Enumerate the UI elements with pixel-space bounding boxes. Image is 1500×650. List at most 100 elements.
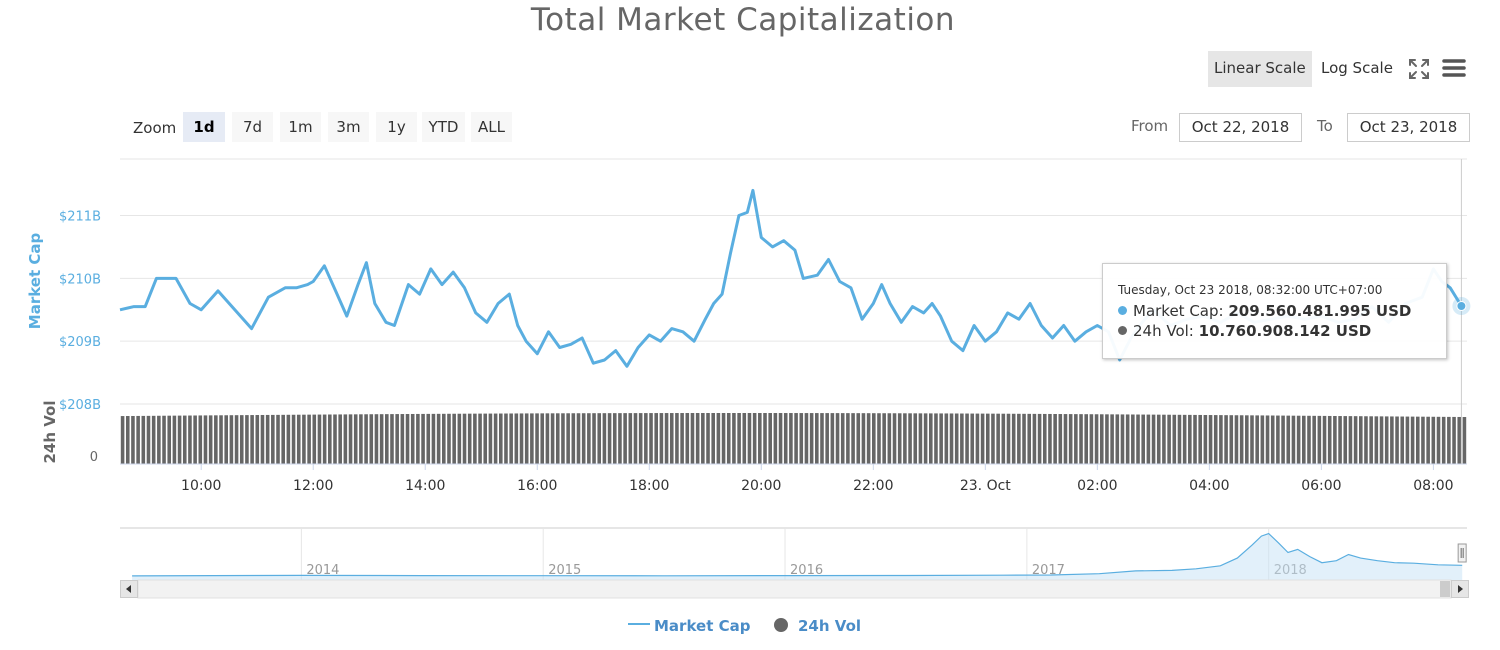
volume-bar (618, 413, 622, 464)
x-tick-label: 23. Oct (960, 478, 1011, 494)
volume-bar (1415, 416, 1420, 464)
volume-bar (752, 413, 757, 464)
volume-bar (395, 414, 399, 464)
volume-bar (737, 413, 741, 464)
volume-bar (1120, 414, 1125, 464)
volume-bar (789, 413, 793, 464)
volume-bar (193, 415, 197, 464)
volume-bar (478, 413, 482, 464)
volume-bar (612, 413, 617, 464)
volume-bar (1348, 416, 1353, 464)
volume-bar (214, 415, 218, 464)
volume-bar (825, 413, 829, 464)
tooltip-header: Tuesday, Oct 23 2018, 08:32:00 UTC+07:00 (1118, 283, 1383, 297)
volume-bar (219, 415, 223, 464)
zoom-ytd-button[interactable]: YTD (422, 112, 465, 142)
volume-bar (773, 413, 778, 464)
linear-scale-button[interactable]: Linear Scale (1208, 51, 1312, 87)
volume-bar (830, 413, 835, 464)
volume-bar (799, 413, 804, 464)
volume-bar (1265, 415, 1270, 464)
log-scale-button[interactable]: Log Scale (1321, 59, 1393, 77)
volume-bar (157, 415, 161, 464)
volume-bar (1333, 416, 1337, 464)
volume-bar (224, 415, 228, 464)
volume-bar (913, 413, 918, 464)
volume-bar (768, 413, 772, 464)
volume-bar (1115, 414, 1120, 464)
volume-bar (970, 413, 975, 464)
volume-bar (177, 415, 182, 464)
zoom-1y-button[interactable]: 1y (376, 112, 417, 142)
fullscreen-icon[interactable] (1406, 56, 1432, 82)
volume-bar (654, 413, 658, 464)
volume-bar (1239, 415, 1244, 464)
legend-24h-vol[interactable]: 24h Vol (774, 617, 861, 635)
volume-bar (1213, 415, 1218, 464)
y-tick-label: $208B (59, 398, 101, 413)
volume-bar (1089, 414, 1094, 464)
volume-bar (846, 413, 850, 464)
volume-bar (695, 413, 700, 464)
volume-bar (473, 413, 477, 464)
navigator-area (132, 533, 1463, 580)
volume-bar (1426, 416, 1430, 464)
volume-bar (125, 416, 130, 464)
scrollbar-track[interactable] (137, 579, 1452, 599)
volume-bar (286, 414, 291, 464)
scrollbar-thumb[interactable] (1440, 581, 1450, 597)
from-label: From (1131, 117, 1169, 135)
navigator-handle[interactable] (1457, 543, 1467, 563)
hover-point[interactable] (1456, 301, 1467, 311)
volume-bar (467, 413, 472, 464)
zoom-3m-button[interactable]: 3m (328, 112, 369, 142)
volume-bar (1219, 415, 1223, 464)
scroll-right-button[interactable] (1451, 580, 1469, 598)
volume-bar (929, 413, 933, 464)
tooltip-market-cap-value: 209.560.481.995 USD (1228, 302, 1412, 320)
volume-bar (1364, 416, 1368, 464)
volume-bar (1327, 415, 1332, 464)
volume-bar (400, 414, 405, 464)
x-tick-label: 20:00 (741, 478, 781, 494)
legend-market-cap[interactable]: Market Cap (628, 617, 750, 635)
volume-bar (742, 413, 747, 464)
arrow-right-icon (1458, 585, 1463, 593)
volume-bar (442, 413, 446, 464)
volume-bar (317, 414, 322, 464)
zoom-all-button[interactable]: ALL (471, 112, 512, 142)
from-date-input[interactable]: Oct 22, 2018 (1179, 113, 1302, 142)
zoom-1d-button[interactable]: 1d (183, 112, 225, 142)
volume-bar (1384, 416, 1389, 464)
volume-bar (1276, 415, 1280, 464)
scroll-left-button[interactable] (120, 580, 138, 598)
volume-bar (892, 413, 897, 464)
volume-bar (954, 413, 959, 464)
zoom-7d-button[interactable]: 7d (232, 112, 273, 142)
volume-bar (1162, 414, 1166, 464)
volume-bar (1042, 413, 1047, 464)
volume-bar (960, 413, 964, 464)
to-date-input[interactable]: Oct 23, 2018 (1347, 113, 1470, 142)
volume-bar (1353, 416, 1358, 464)
volume-bar (1027, 413, 1032, 464)
volume-bar (1063, 414, 1068, 464)
volume-bar (462, 413, 467, 464)
volume-bar (1421, 416, 1425, 464)
volume-bar (405, 414, 410, 464)
volume-bar (758, 413, 762, 464)
zoom-1m-button[interactable]: 1m (280, 112, 321, 142)
volume-bar (944, 413, 949, 464)
volume-bar (245, 415, 249, 464)
volume-bar (504, 413, 508, 464)
tooltip: Tuesday, Oct 23 2018, 08:32:00 UTC+07:00… (1102, 263, 1447, 359)
volume-bar (1188, 414, 1192, 464)
volume-bar (872, 413, 876, 464)
chart-title: Total Market Capitalization (530, 2, 956, 38)
volume-bar (597, 413, 602, 464)
volume-bar (996, 413, 1000, 464)
menu-icon[interactable] (1441, 56, 1467, 82)
volume-bar (602, 413, 607, 464)
volume-bar (229, 415, 234, 464)
volume-bar (711, 413, 715, 464)
